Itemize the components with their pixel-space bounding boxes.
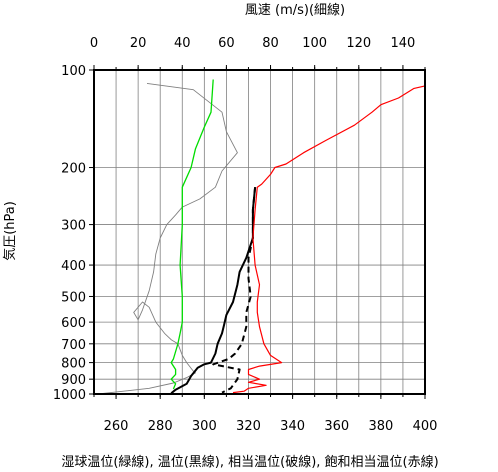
y-tick-label: 600	[61, 316, 86, 331]
grid	[93, 69, 426, 395]
plot-border	[93, 69, 426, 395]
x-top-tick-label: 120	[346, 36, 371, 51]
x-bottom-tick-label: 400	[413, 419, 438, 434]
series-line-theta-es	[232, 85, 426, 394]
x-top-tick-label: 140	[391, 36, 416, 51]
series-line-wet-bulb-theta	[170, 79, 214, 390]
y-tick-label: 700	[61, 338, 86, 353]
y-tick-label: 200	[61, 162, 86, 177]
x-bottom-tick-label: 300	[192, 419, 217, 434]
y-tick-label: 400	[61, 259, 86, 274]
y-tick-label: 900	[61, 373, 86, 388]
y-tick-label: 100	[61, 64, 86, 79]
y-tick-label: 800	[61, 357, 86, 372]
x-top-tick-label: 60	[218, 36, 235, 51]
x-top-tick-label: 80	[262, 36, 279, 51]
x-bottom-tick-label: 260	[104, 419, 129, 434]
y-axis-title: 気圧(hPa)	[2, 201, 18, 261]
x-top-tick-label: 100	[302, 36, 327, 51]
x-bottom-tick-label: 340	[280, 419, 305, 434]
x-bottom-tick-label: 360	[324, 419, 349, 434]
x-top-tick-label: 20	[130, 36, 147, 51]
series-layer	[100, 79, 426, 395]
y-tick-label: 1000	[53, 388, 86, 403]
series-line-theta-e	[212, 187, 257, 394]
x-top-tick-label: 40	[174, 36, 191, 51]
y-tick-label: 300	[61, 219, 86, 234]
x-bottom-tick-label: 320	[236, 419, 261, 434]
x-bottom-tick-label: 380	[368, 419, 393, 434]
y-tick-label: 500	[61, 290, 86, 305]
x-bottom-tick-label: 280	[148, 419, 173, 434]
series-line-wind	[100, 82, 238, 395]
bottom-axis-title: 湿球温位(緑線), 温位(黒線), 相当温位(破線), 飽和相当温位(赤線)	[61, 454, 438, 470]
x-top-tick-label: 0	[90, 36, 98, 51]
plot-frame	[93, 69, 426, 395]
top-axis-title: 風速 (m/s)(細線)	[245, 2, 345, 18]
